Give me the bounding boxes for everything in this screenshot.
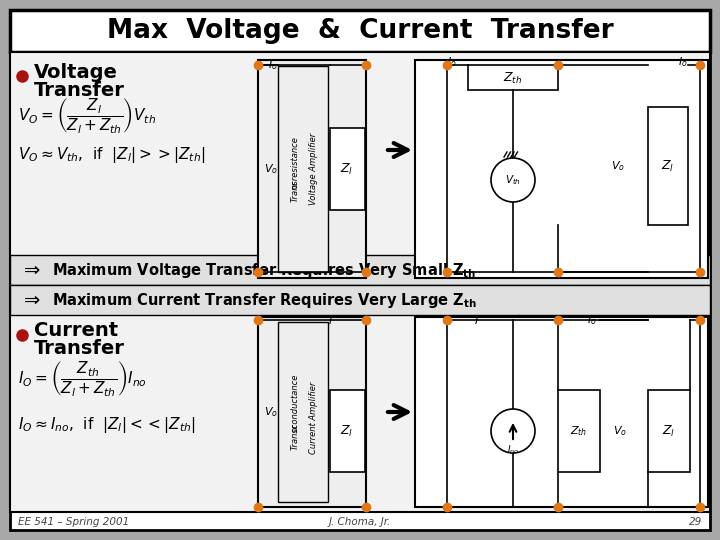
Bar: [558, 390, 600, 472]
Text: ⇒: ⇒: [24, 291, 40, 309]
Bar: [278, 322, 328, 502]
Text: $V_{th}$: $V_{th}$: [505, 173, 521, 187]
Text: $I_o$: $I_o$: [588, 313, 597, 327]
Bar: [468, 65, 558, 90]
Text: Current: Current: [34, 321, 118, 340]
Text: $I$: $I$: [328, 314, 333, 326]
Bar: [10, 287, 710, 512]
Text: Current Amplifier: Current Amplifier: [308, 382, 318, 454]
Text: $V_o$: $V_o$: [611, 159, 625, 173]
Text: Maximum Voltage Transfer Requires Very Small $\mathbf{Z_{th}}$: Maximum Voltage Transfer Requires Very S…: [52, 260, 477, 280]
Bar: [648, 390, 690, 472]
Bar: [10, 10, 710, 52]
Bar: [10, 52, 710, 285]
Text: 29: 29: [689, 517, 702, 527]
Text: $I_o$: $I_o$: [678, 55, 688, 69]
Text: $V_o$: $V_o$: [264, 405, 278, 419]
Text: Transconductance: Transconductance: [290, 374, 300, 450]
Text: EE 541 – Spring 2001: EE 541 – Spring 2001: [18, 517, 130, 527]
Text: $I_{no}$: $I_{no}$: [507, 443, 519, 456]
Text: Transresistance: Transresistance: [290, 136, 300, 202]
Bar: [415, 317, 708, 507]
Text: Transfer: Transfer: [34, 80, 125, 99]
Bar: [330, 390, 365, 472]
Bar: [10, 255, 710, 285]
Text: $I_O \approx I_{no}$,  if  $|Z_l| << |Z_{th}|$: $I_O \approx I_{no}$, if $|Z_l| << |Z_{t…: [18, 415, 196, 435]
Text: $Z_l$: $Z_l$: [662, 158, 675, 173]
Polygon shape: [415, 180, 700, 285]
Text: $Z_{th}$: $Z_{th}$: [570, 424, 588, 438]
Text: or: or: [290, 181, 300, 190]
Text: $Z_l$: $Z_l$: [341, 423, 354, 438]
Text: $I_o$: $I_o$: [268, 58, 278, 72]
Text: $I_O = \left(\dfrac{Z_{th}}{Z_l + Z_{th}}\right)I_{no}$: $I_O = \left(\dfrac{Z_{th}}{Z_l + Z_{th}…: [18, 359, 147, 397]
Text: Maximum Current Transfer Requires Very Large $\mathbf{Z_{th}}$: Maximum Current Transfer Requires Very L…: [52, 291, 477, 309]
Text: $Z_{th}$: $Z_{th}$: [503, 70, 523, 85]
Circle shape: [491, 158, 535, 202]
Text: $I$: $I$: [474, 314, 479, 326]
Text: $V_o$: $V_o$: [613, 424, 627, 438]
Text: $Z_l$: $Z_l$: [662, 423, 675, 438]
Bar: [330, 128, 365, 210]
Text: J. Choma, Jr.: J. Choma, Jr.: [329, 517, 391, 527]
Text: ⇒: ⇒: [24, 260, 40, 280]
Text: $I_o$: $I_o$: [447, 55, 456, 69]
Text: $V_o$: $V_o$: [264, 162, 278, 176]
Bar: [258, 317, 366, 507]
Text: Voltage: Voltage: [34, 63, 118, 82]
Text: $V_O \approx V_{th}$,  if  $|Z_l| >> |Z_{th}|$: $V_O \approx V_{th}$, if $|Z_l| >> |Z_{t…: [18, 145, 205, 165]
Text: $V_O = \left(\dfrac{Z_l}{Z_l + Z_{th}}\right)V_{th}$: $V_O = \left(\dfrac{Z_l}{Z_l + Z_{th}}\r…: [18, 96, 156, 134]
Text: $Z_l$: $Z_l$: [341, 161, 354, 177]
Text: or: or: [290, 424, 300, 433]
Bar: [415, 60, 708, 278]
Circle shape: [491, 409, 535, 453]
Bar: [648, 107, 688, 225]
Text: Max  Voltage  &  Current  Transfer: Max Voltage & Current Transfer: [107, 18, 613, 44]
Bar: [278, 66, 328, 272]
Bar: [10, 285, 710, 315]
Bar: [258, 60, 366, 278]
Text: Transfer: Transfer: [34, 339, 125, 357]
Text: Voltage Amplifier: Voltage Amplifier: [308, 133, 318, 205]
